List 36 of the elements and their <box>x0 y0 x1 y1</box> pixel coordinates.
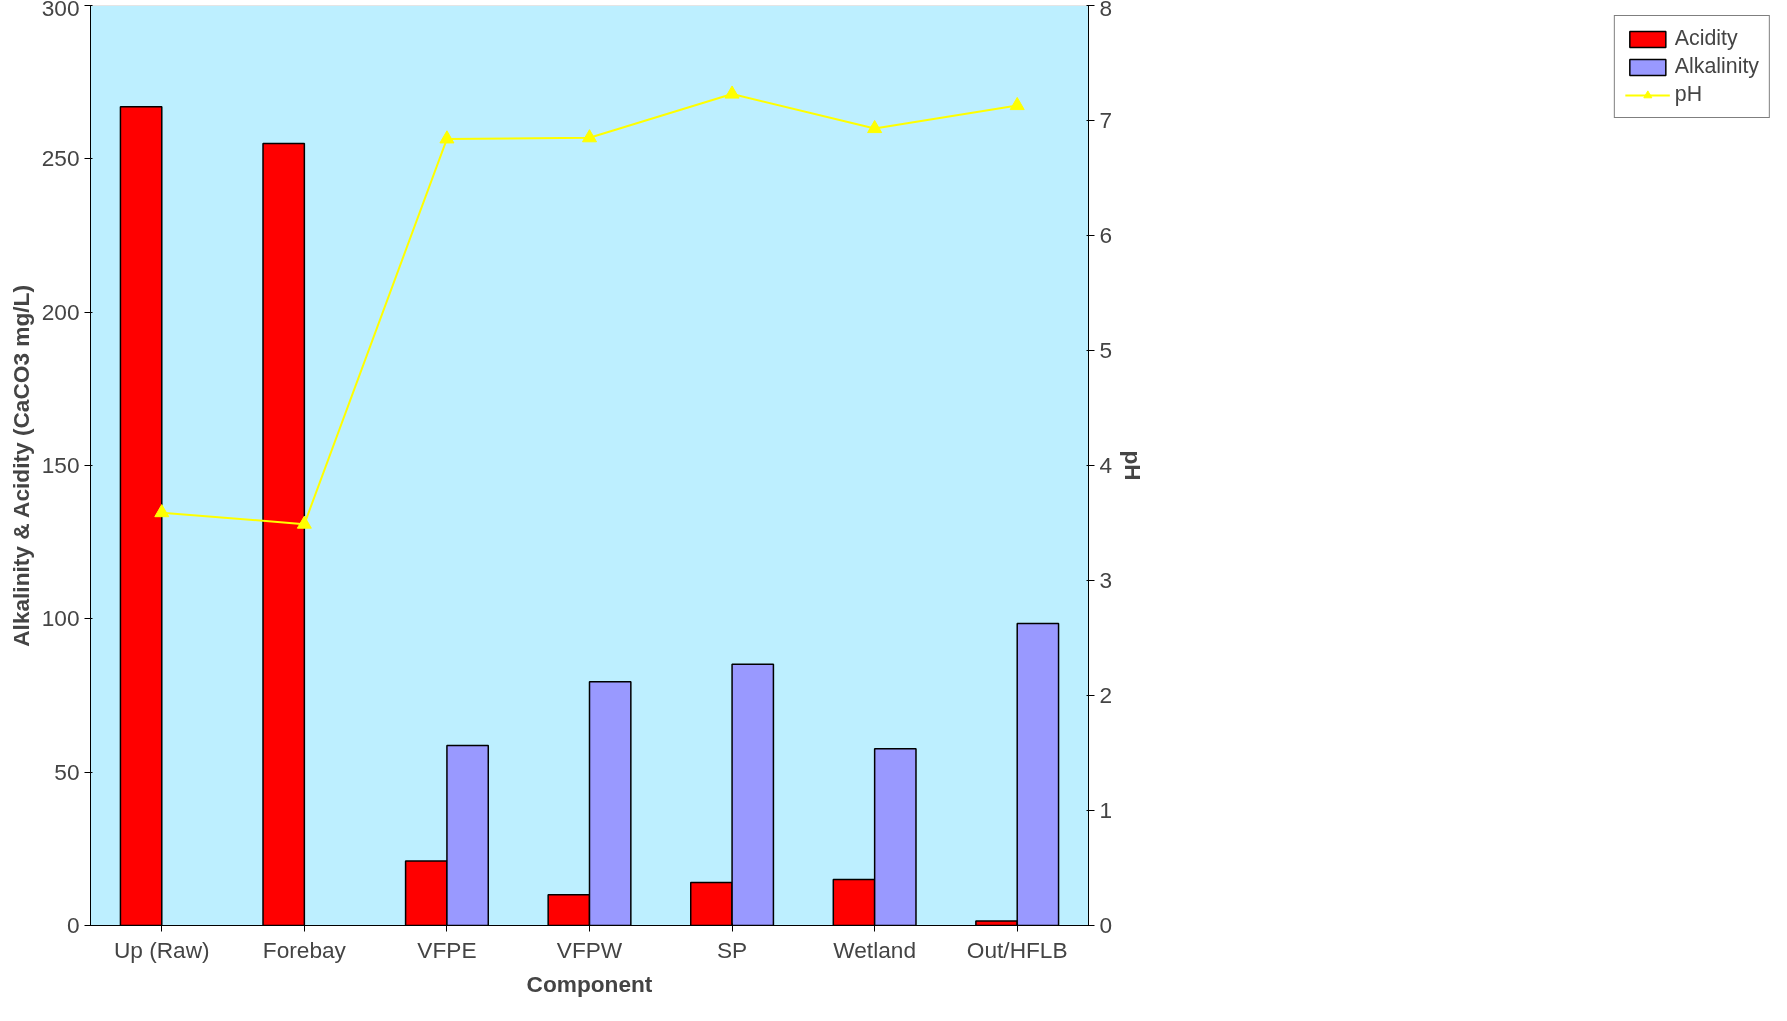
y2-tick-label: 4 <box>1099 452 1113 478</box>
x-tick-label: VFPE <box>417 936 477 963</box>
y2-tick-label: 7 <box>1099 107 1113 133</box>
point <box>439 130 455 144</box>
y2-tick-label: 1 <box>1099 797 1113 823</box>
x-tick-label: Up (Raw) <box>113 936 210 963</box>
legend-label: pH <box>1674 82 1703 107</box>
point <box>582 129 597 143</box>
y2-tick-label: 2 <box>1099 682 1113 708</box>
x-tick-label: VFPW <box>556 936 623 963</box>
y2-tick-label: 3 <box>1099 567 1113 593</box>
y2-tick-label: 8 <box>1099 0 1113 21</box>
y2-tick-label: 5 <box>1099 337 1113 363</box>
y-tick-label: 50 <box>54 758 80 785</box>
legend-label: Acidity <box>1674 26 1738 51</box>
x-tick-label: Out/HFLB <box>966 936 1068 963</box>
point <box>724 85 740 99</box>
x-tick-label: Forebay <box>262 936 347 963</box>
x-tick-label: Wetland <box>833 936 917 963</box>
y2-axis-title: pH <box>1120 450 1147 481</box>
x-axis-title: Component <box>526 970 653 997</box>
point <box>867 119 883 134</box>
y2-tick-label: 0 <box>1099 912 1113 938</box>
y-tick-label: 150 <box>41 452 80 478</box>
legend-label: Alkalinity <box>1674 54 1759 79</box>
y-tick-label: 0 <box>66 912 80 938</box>
y-tick-label: 200 <box>41 298 80 325</box>
y-axis-title: Alkalinity & Acidity (CaCO3 mg/L) <box>7 285 34 647</box>
y2-tick-label: 6 <box>1099 222 1113 248</box>
y-tick-label: 300 <box>41 0 80 21</box>
point <box>296 515 312 529</box>
x-tick-label: SP <box>716 936 748 963</box>
point <box>154 504 170 518</box>
y-tick-label: 100 <box>41 605 80 632</box>
point <box>1009 96 1025 111</box>
y-tick-label: 250 <box>41 145 80 172</box>
